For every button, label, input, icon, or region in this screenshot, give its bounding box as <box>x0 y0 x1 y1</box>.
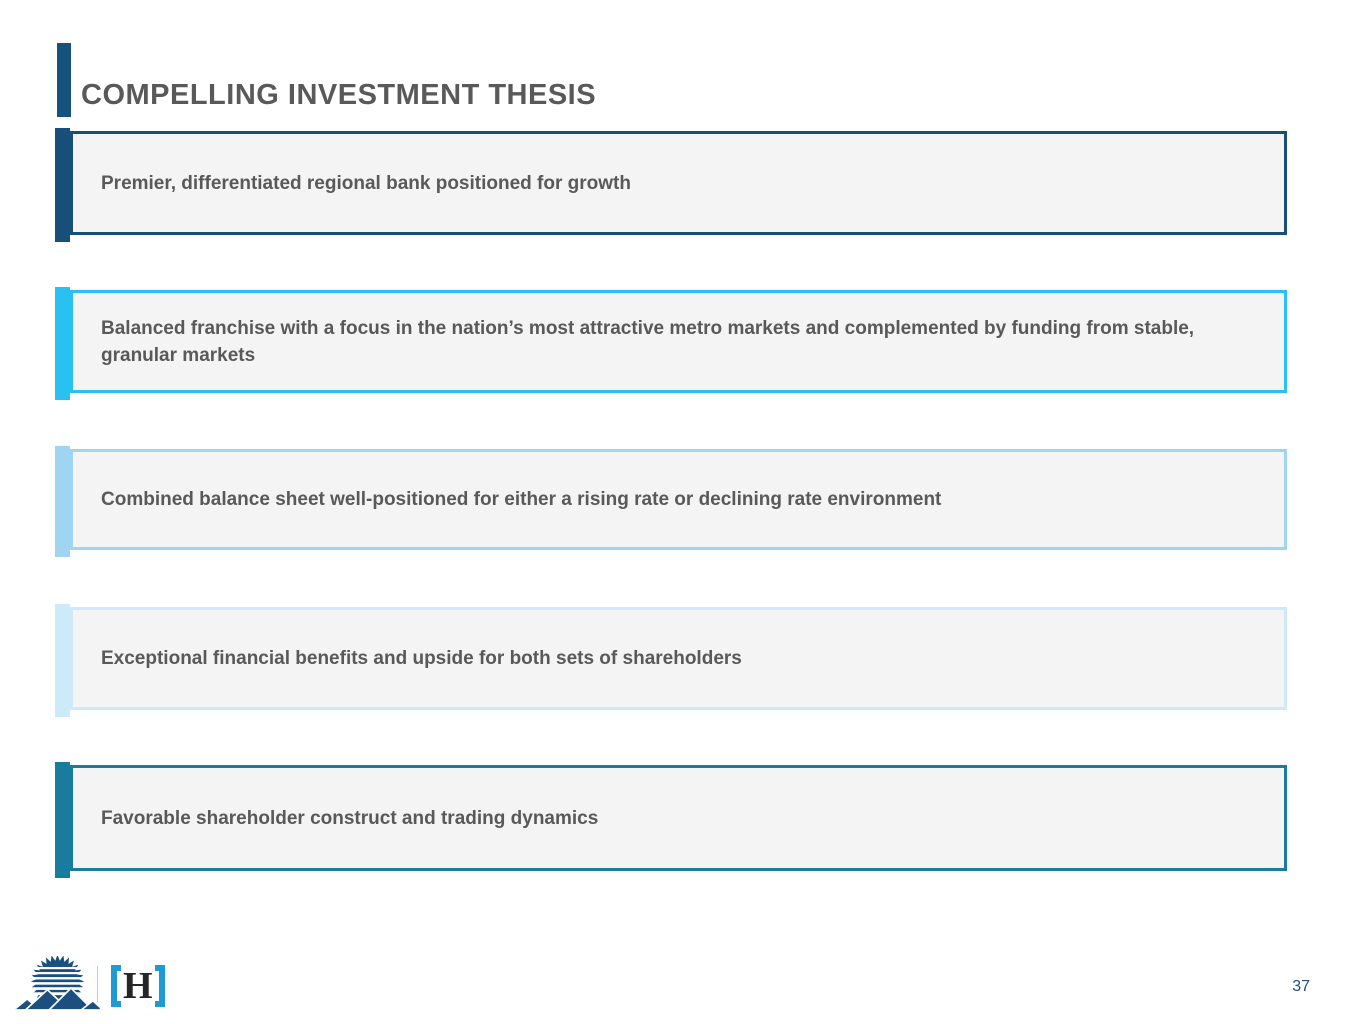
bracket-h-logo: H <box>111 962 165 1010</box>
thesis-accent-bar <box>55 128 70 242</box>
thesis-box: Premier, differentiated regional bank po… <box>70 131 1287 235</box>
page-title: COMPELLING INVESTMENT THESIS <box>81 79 597 111</box>
logo-divider <box>97 966 98 1002</box>
thesis-accent-bar <box>55 604 70 717</box>
thesis-text: Premier, differentiated regional bank po… <box>101 172 631 194</box>
thesis-text: Exceptional financial benefits and upsid… <box>101 648 742 669</box>
thesis-box: Favorable shareholder construct and trad… <box>70 765 1287 871</box>
thesis-row: Premier, differentiated regional bank po… <box>55 128 1287 242</box>
thesis-text: Balanced franchise with a focus in the n… <box>101 317 1195 366</box>
thesis-row: Exceptional financial benefits and upsid… <box>55 604 1287 717</box>
thesis-row: Favorable shareholder construct and trad… <box>55 762 1287 878</box>
thesis-accent-bar <box>55 446 70 557</box>
h-logo-letter: H <box>123 965 153 1007</box>
thesis-box: Balanced franchise with a focus in the n… <box>70 290 1287 393</box>
thesis-accent-bar <box>55 287 70 400</box>
thesis-text: Combined balance sheet well-positioned f… <box>101 489 942 510</box>
title-accent-bar <box>57 43 71 117</box>
thesis-box: Combined balance sheet well-positioned f… <box>70 449 1287 550</box>
left-bracket-icon <box>111 965 121 1007</box>
right-bracket-icon <box>154 965 165 1007</box>
sunburst-mountains-logo <box>15 956 100 1010</box>
thesis-accent-bar <box>55 762 70 878</box>
thesis-row: Combined balance sheet well-positioned f… <box>55 446 1287 557</box>
thesis-text: Favorable shareholder construct and trad… <box>101 807 599 829</box>
thesis-box: Exceptional financial benefits and upsid… <box>70 607 1287 710</box>
page-number: 37 <box>1292 978 1310 995</box>
thesis-row: Balanced franchise with a focus in the n… <box>55 287 1287 400</box>
